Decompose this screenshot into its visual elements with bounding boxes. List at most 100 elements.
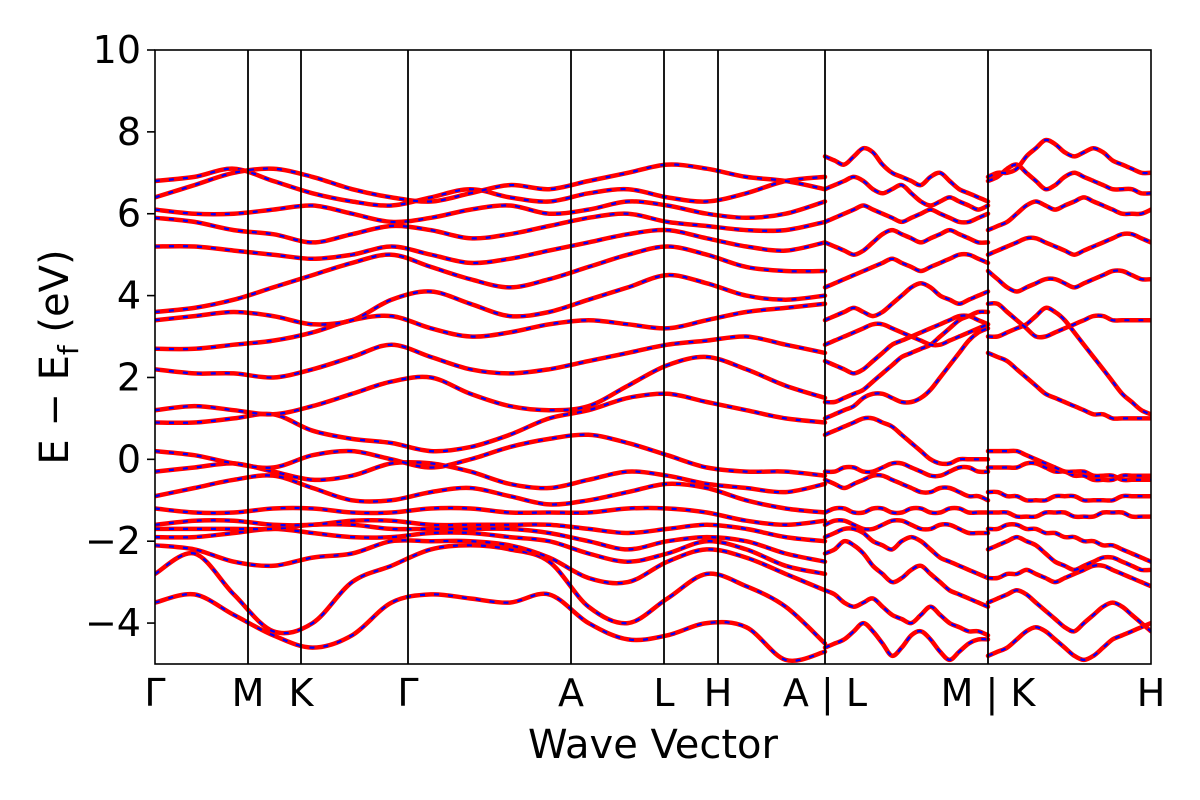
band-line-spin-down bbox=[155, 355, 826, 416]
band-line-spin-down bbox=[824, 519, 988, 535]
band-line-spin-up bbox=[155, 244, 828, 315]
band-line-spin-down bbox=[155, 433, 826, 477]
band-line-spin-up bbox=[985, 522, 1151, 564]
band-line-spin-down bbox=[155, 273, 826, 326]
band-line-spin-down bbox=[155, 302, 826, 351]
band-line-spin-up bbox=[822, 526, 991, 581]
band-line-spin-up bbox=[155, 543, 828, 646]
band-line-spin-down bbox=[987, 196, 1151, 232]
y-axis-label-subscript: f bbox=[52, 344, 85, 355]
band-line-spin-down bbox=[987, 589, 1151, 633]
band-line-spin-down bbox=[824, 175, 989, 211]
x-tick-label: Γ bbox=[397, 671, 418, 715]
y-axis-ticks: 10 8 6 4 2 0 −2 −4 bbox=[85, 28, 155, 645]
band-line-spin-down bbox=[987, 138, 1151, 178]
band-line-spin-down bbox=[155, 592, 826, 662]
band-line-spin-down bbox=[155, 519, 826, 543]
band-line-spin-down bbox=[824, 506, 988, 515]
band-line-spin-up bbox=[985, 137, 1151, 180]
band-line-spin-down bbox=[824, 229, 989, 256]
y-tick-label: 2 bbox=[117, 355, 141, 399]
y-axis-label-unit: (eV) bbox=[32, 249, 78, 345]
band-line-spin-down bbox=[824, 204, 989, 224]
x-tick-label: L bbox=[653, 671, 674, 715]
band-line-spin-down bbox=[824, 146, 989, 203]
band-line-spin-up bbox=[155, 162, 828, 204]
band-line-spin-down bbox=[824, 314, 989, 375]
band-line-spin-down bbox=[987, 536, 1151, 572]
x-tick-label: A | L bbox=[783, 671, 867, 716]
band-line-spin-down bbox=[824, 527, 989, 580]
band-line-spin-down bbox=[155, 200, 826, 224]
band-line-spin-down bbox=[824, 539, 989, 608]
band-line-spin-down bbox=[987, 351, 1151, 420]
band-line-spin-down bbox=[987, 163, 1151, 195]
band-line-spin-down bbox=[987, 523, 1151, 563]
band-line-spin-up bbox=[155, 591, 828, 664]
band-line-spin-up bbox=[985, 300, 1151, 340]
band-line-spin-down bbox=[987, 449, 1151, 482]
band-line-spin-up bbox=[822, 251, 991, 290]
y-tick-label: 10 bbox=[93, 28, 141, 72]
band-line-spin-down bbox=[155, 506, 826, 526]
x-tick-label: A bbox=[558, 671, 584, 715]
band-line-spin-down bbox=[155, 228, 826, 265]
x-axis-label: Wave Vector bbox=[528, 722, 779, 768]
band-line-spin-down bbox=[155, 245, 826, 314]
y-tick-label: −2 bbox=[85, 519, 141, 563]
band-line-spin-up bbox=[985, 268, 1151, 294]
band-line-spin-up bbox=[985, 231, 1151, 257]
band-line-spin-up bbox=[822, 227, 991, 257]
band-line-spin-down bbox=[824, 474, 989, 502]
band-line-spin-down bbox=[987, 564, 1151, 588]
x-tick-label: Γ bbox=[144, 671, 165, 715]
x-tick-label: H bbox=[1137, 671, 1166, 715]
y-tick-label: 8 bbox=[117, 110, 141, 154]
band-line-spin-up bbox=[822, 415, 991, 467]
high-symmetry-lines bbox=[247, 50, 989, 664]
plot-frame bbox=[154, 49, 1152, 665]
x-tick-label: K bbox=[289, 671, 315, 715]
band-line-spin-down bbox=[987, 490, 1151, 502]
band-line-spin-up bbox=[155, 166, 828, 208]
band-line-spin-down bbox=[824, 589, 989, 637]
band-line-spin-down bbox=[155, 539, 826, 592]
y-axis-label: E − Ef (eV) bbox=[32, 249, 85, 464]
band-line-spin-up bbox=[822, 538, 991, 609]
x-tick-label: H bbox=[704, 671, 733, 715]
x-tick-label: M | K bbox=[941, 671, 1037, 716]
band-line-spin-down bbox=[824, 282, 989, 322]
band-line-spin-down bbox=[824, 461, 989, 478]
band-line-spin-down bbox=[987, 511, 1151, 519]
band-line-spin-down bbox=[824, 327, 989, 420]
band-line-spin-down bbox=[824, 253, 989, 289]
band-line-spin-down bbox=[155, 523, 826, 563]
y-tick-label: −4 bbox=[85, 601, 141, 645]
band-line-spin-up bbox=[985, 350, 1151, 421]
band-line-spin-down bbox=[155, 461, 826, 494]
y-tick-label: 0 bbox=[117, 437, 141, 481]
band-line-spin-down bbox=[987, 306, 1151, 416]
band-line-spin-up bbox=[822, 472, 991, 503]
band-line-spin-down bbox=[824, 322, 989, 347]
y-tick-label: 6 bbox=[117, 192, 141, 236]
band-line-spin-up bbox=[985, 305, 1151, 417]
band-line-spin-down bbox=[824, 310, 989, 404]
bands-layer bbox=[155, 137, 1151, 664]
band-line-spin-up bbox=[822, 145, 991, 204]
band-line-spin-down bbox=[155, 212, 826, 244]
band-line-spin-down bbox=[987, 232, 1151, 256]
band-line-spin-up bbox=[822, 309, 991, 405]
band-line-spin-down bbox=[824, 416, 988, 466]
band-line-spin-up bbox=[155, 473, 828, 515]
band-line-spin-down bbox=[155, 335, 826, 379]
x-tick-label: M bbox=[232, 671, 265, 715]
band-line-spin-down bbox=[155, 474, 826, 514]
band-line-spin-down bbox=[987, 622, 1151, 661]
y-axis-label-main: E − E bbox=[32, 355, 78, 465]
y-tick-label: 4 bbox=[117, 274, 141, 318]
band-line-spin-down bbox=[824, 622, 989, 661]
